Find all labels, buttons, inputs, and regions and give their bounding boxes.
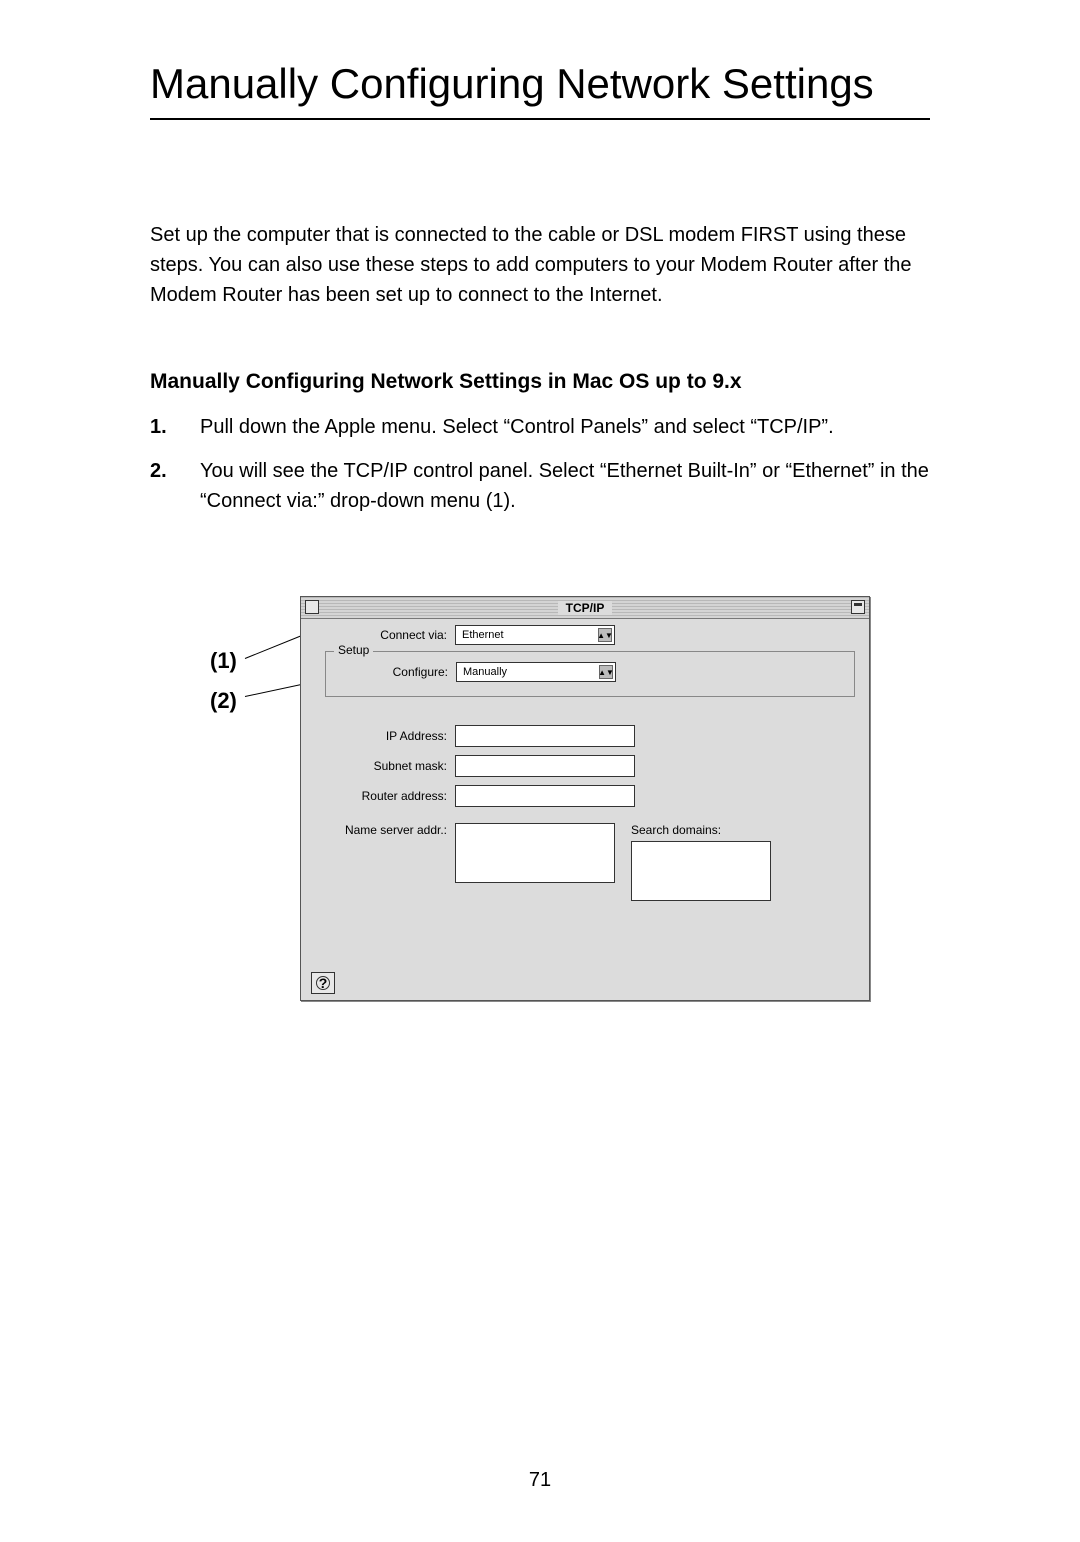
- configure-label: Configure:: [334, 665, 456, 679]
- search-domains-input[interactable]: [631, 841, 771, 901]
- setup-legend: Setup: [334, 643, 373, 657]
- callout-2: (2): [210, 688, 237, 714]
- steps-list: Pull down the Apple menu. Select “Contro…: [150, 412, 930, 516]
- windowshade-icon[interactable]: [851, 600, 865, 614]
- search-column: Search domains:: [631, 823, 771, 901]
- chevron-updown-icon: ▲▼: [598, 628, 612, 642]
- router-address-input[interactable]: [455, 785, 635, 807]
- window-titlebar[interactable]: TCP/IP: [301, 597, 869, 619]
- ns-label: Name server addr.:: [315, 823, 455, 837]
- configure-value: Manually: [463, 666, 507, 678]
- page-title: Manually Configuring Network Settings: [150, 60, 930, 120]
- subnet-row: Subnet mask:: [315, 755, 855, 777]
- ns-column: Name server addr.:: [315, 823, 615, 901]
- help-button[interactable]: ?: [311, 972, 335, 994]
- search-domains-label: Search domains:: [631, 823, 771, 837]
- section-subheading: Manually Configuring Network Settings in…: [150, 370, 930, 394]
- document-page: Manually Configuring Network Settings Se…: [0, 0, 1080, 1542]
- router-label: Router address:: [315, 789, 455, 803]
- name-server-input[interactable]: [455, 823, 615, 883]
- connect-via-dropdown[interactable]: Ethernet ▲▼: [455, 625, 615, 645]
- step-text: You will see the TCP/IP control panel. S…: [200, 456, 930, 516]
- router-row: Router address:: [315, 785, 855, 807]
- chevron-updown-icon: ▲▼: [599, 665, 613, 679]
- close-icon[interactable]: [305, 600, 319, 614]
- connect-via-value: Ethernet: [462, 629, 504, 641]
- configure-row: Configure: Manually ▲▼: [334, 662, 846, 682]
- ip-label: IP Address:: [315, 729, 455, 743]
- connect-via-row: Connect via: Ethernet ▲▼: [315, 625, 855, 645]
- step-item: You will see the TCP/IP control panel. S…: [150, 456, 930, 516]
- subnet-mask-input[interactable]: [455, 755, 635, 777]
- connect-via-label: Connect via:: [315, 628, 455, 642]
- callout-1: (1): [210, 648, 237, 674]
- help-icon: ?: [316, 976, 330, 990]
- subnet-label: Subnet mask:: [315, 759, 455, 773]
- window-title: TCP/IP: [558, 601, 613, 615]
- tcpip-window: TCP/IP Connect via: Ethernet ▲▼ Setup Co…: [300, 596, 870, 1001]
- step-item: Pull down the Apple menu. Select “Contro…: [150, 412, 930, 442]
- window-body: Connect via: Ethernet ▲▼ Setup Configure…: [301, 619, 869, 1000]
- page-number: 71: [0, 1469, 1080, 1492]
- callout-1-line: [245, 636, 301, 659]
- step-text: Pull down the Apple menu. Select “Contro…: [200, 412, 834, 442]
- lower-grid: Name server addr.: Search domains:: [315, 823, 855, 901]
- intro-paragraph: Set up the computer that is connected to…: [150, 220, 930, 310]
- ip-address-input[interactable]: [455, 725, 635, 747]
- callout-2-line: [245, 684, 304, 697]
- setup-fieldset: Setup Configure: Manually ▲▼: [325, 651, 855, 697]
- ip-row: IP Address:: [315, 725, 855, 747]
- configure-dropdown[interactable]: Manually ▲▼: [456, 662, 616, 682]
- address-fields: IP Address: Subnet mask: Router address:: [315, 725, 855, 807]
